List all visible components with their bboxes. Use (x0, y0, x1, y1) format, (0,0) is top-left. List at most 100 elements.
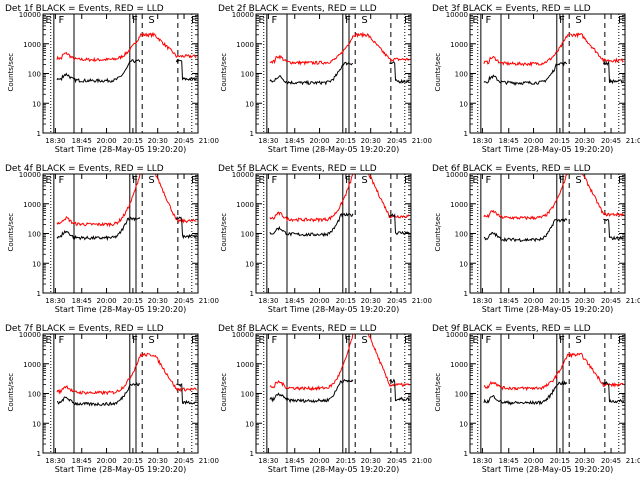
region-label: S (575, 175, 581, 186)
region-label: F (132, 175, 138, 186)
y-tick-label: 1000 (450, 361, 468, 369)
x-tick-label: 18:30 (258, 137, 278, 145)
x-tick-label: 20:15 (123, 297, 143, 305)
y-tick-label: 1000 (236, 41, 254, 49)
x-tick-label: 20:15 (550, 297, 570, 305)
region-label: E (618, 175, 624, 186)
y-tick-label: 10000 (232, 11, 254, 19)
x-tick-label: 21:00 (626, 297, 640, 305)
panel-det-4: Det 4f BLACK = Events, RED = LLD Counts/s… (5, 164, 219, 314)
panel-title: Det 5f BLACK = Events, RED = LLD (218, 164, 377, 174)
x-tick-label: 20:15 (123, 137, 143, 145)
events-series-line (483, 380, 624, 406)
region-label: E (404, 15, 410, 26)
x-tick-label: 18:45 (72, 457, 92, 465)
lld-series-line (269, 334, 410, 392)
x-tick-label: 18:30 (472, 137, 492, 145)
x-tick-label: 20:30 (361, 137, 381, 145)
x-tick-label: 20:30 (361, 457, 381, 465)
region-label: E (45, 175, 51, 186)
x-tick-label: 20:15 (336, 457, 356, 465)
region-label: E (618, 15, 624, 26)
x-axis-label: Start Time (28-May-05 19:20:20) (482, 465, 613, 474)
plot-frame (255, 13, 412, 134)
x-axis-label: Start Time (28-May-05 19:20:20) (55, 465, 186, 474)
x-tick-label: 21:00 (199, 457, 219, 465)
y-tick-label: 1 (464, 130, 468, 138)
y-tick-label: 10000 (446, 171, 468, 179)
y-axis-label: Counts/sec (7, 53, 15, 92)
panel-title: Det 7f BLACK = Events, RED = LLD (5, 324, 164, 334)
x-axis-label: Start Time (28-May-05 19:20:20) (268, 305, 399, 314)
region-label: E (472, 15, 478, 26)
y-tick-label: 10000 (19, 331, 41, 339)
y-axis-label: Counts/sec (220, 373, 228, 412)
x-tick-label: 20:00 (309, 137, 329, 145)
events-series-line (57, 382, 197, 407)
x-tick-label: 20:00 (309, 297, 329, 305)
x-tick-label: 20:30 (148, 297, 168, 305)
region-label: E (45, 15, 51, 26)
y-tick-label: 1000 (23, 361, 41, 369)
x-tick-label: 20:30 (148, 137, 168, 145)
x-tick-label: 20:45 (387, 457, 407, 465)
x-tick-label: 21:00 (626, 137, 640, 145)
panel-det-6: Det 6f BLACK = Events, RED = LLD Counts/s… (432, 164, 640, 314)
y-tick-label: 10000 (232, 171, 254, 179)
region-label: F (272, 175, 278, 186)
x-tick-label: 20:00 (96, 137, 116, 145)
y-tick-label: 10000 (446, 11, 468, 19)
plot-frame (42, 333, 199, 454)
panel-det-8: Det 8f BLACK = Events, RED = LLD Counts/s… (218, 324, 432, 474)
x-tick-label: 20:30 (575, 297, 595, 305)
region-label: F (559, 15, 565, 26)
region-label: F (132, 15, 138, 26)
x-tick-label: 20:15 (336, 137, 356, 145)
lld-series-line (269, 31, 410, 66)
y-tick-label: 100 (455, 391, 468, 399)
region-label: F (345, 335, 351, 346)
y-tick-label: 1 (37, 450, 41, 458)
y-axis-label: Counts/sec (7, 213, 15, 252)
region-label: S (361, 175, 367, 186)
y-tick-label: 100 (455, 231, 468, 239)
panel-title: Det 2f BLACK = Events, RED = LLD (218, 4, 377, 14)
x-axis-label: Start Time (28-May-05 19:20:20) (55, 145, 186, 154)
x-tick-label: 20:30 (361, 297, 381, 305)
plot-frame (469, 173, 626, 294)
region-label: E (191, 175, 197, 186)
events-series-line (269, 378, 410, 404)
plot-frame (42, 173, 199, 294)
y-tick-label: 1000 (23, 41, 41, 49)
panel-title: Det 1f BLACK = Events, RED = LLD (5, 4, 164, 14)
region-label: F (272, 335, 278, 346)
region-label: E (472, 335, 478, 346)
panel-det-7: Det 7f BLACK = Events, RED = LLD Counts/s… (5, 324, 219, 474)
x-tick-label: 18:45 (285, 297, 305, 305)
lld-series-line (56, 31, 197, 63)
x-tick-label: 18:30 (258, 297, 278, 305)
x-tick-label: 20:00 (96, 457, 116, 465)
region-label: F (59, 335, 65, 346)
y-tick-label: 1 (37, 130, 41, 138)
x-tick-label: 18:45 (499, 137, 519, 145)
panel-title: Det 9f BLACK = Events, RED = LLD (432, 324, 591, 334)
x-tick-label: 18:30 (472, 457, 492, 465)
y-tick-label: 1 (37, 290, 41, 298)
x-tick-label: 20:00 (523, 457, 543, 465)
y-tick-label: 1000 (236, 361, 254, 369)
y-tick-label: 10 (32, 420, 41, 428)
x-tick-label: 20:00 (523, 297, 543, 305)
events-series-line (56, 216, 197, 242)
region-label: S (361, 335, 367, 346)
x-tick-label: 18:45 (285, 137, 305, 145)
panel-det-2: Det 2f BLACK = Events, RED = LLD Counts/s… (218, 4, 432, 154)
x-tick-label: 20:45 (174, 137, 194, 145)
x-tick-label: 21:00 (412, 137, 432, 145)
y-tick-label: 100 (455, 71, 468, 79)
y-tick-label: 1 (250, 450, 254, 458)
x-tick-label: 21:00 (626, 457, 640, 465)
x-tick-label: 18:30 (472, 297, 492, 305)
panel-title: Det 4f BLACK = Events, RED = LLD (5, 164, 164, 174)
